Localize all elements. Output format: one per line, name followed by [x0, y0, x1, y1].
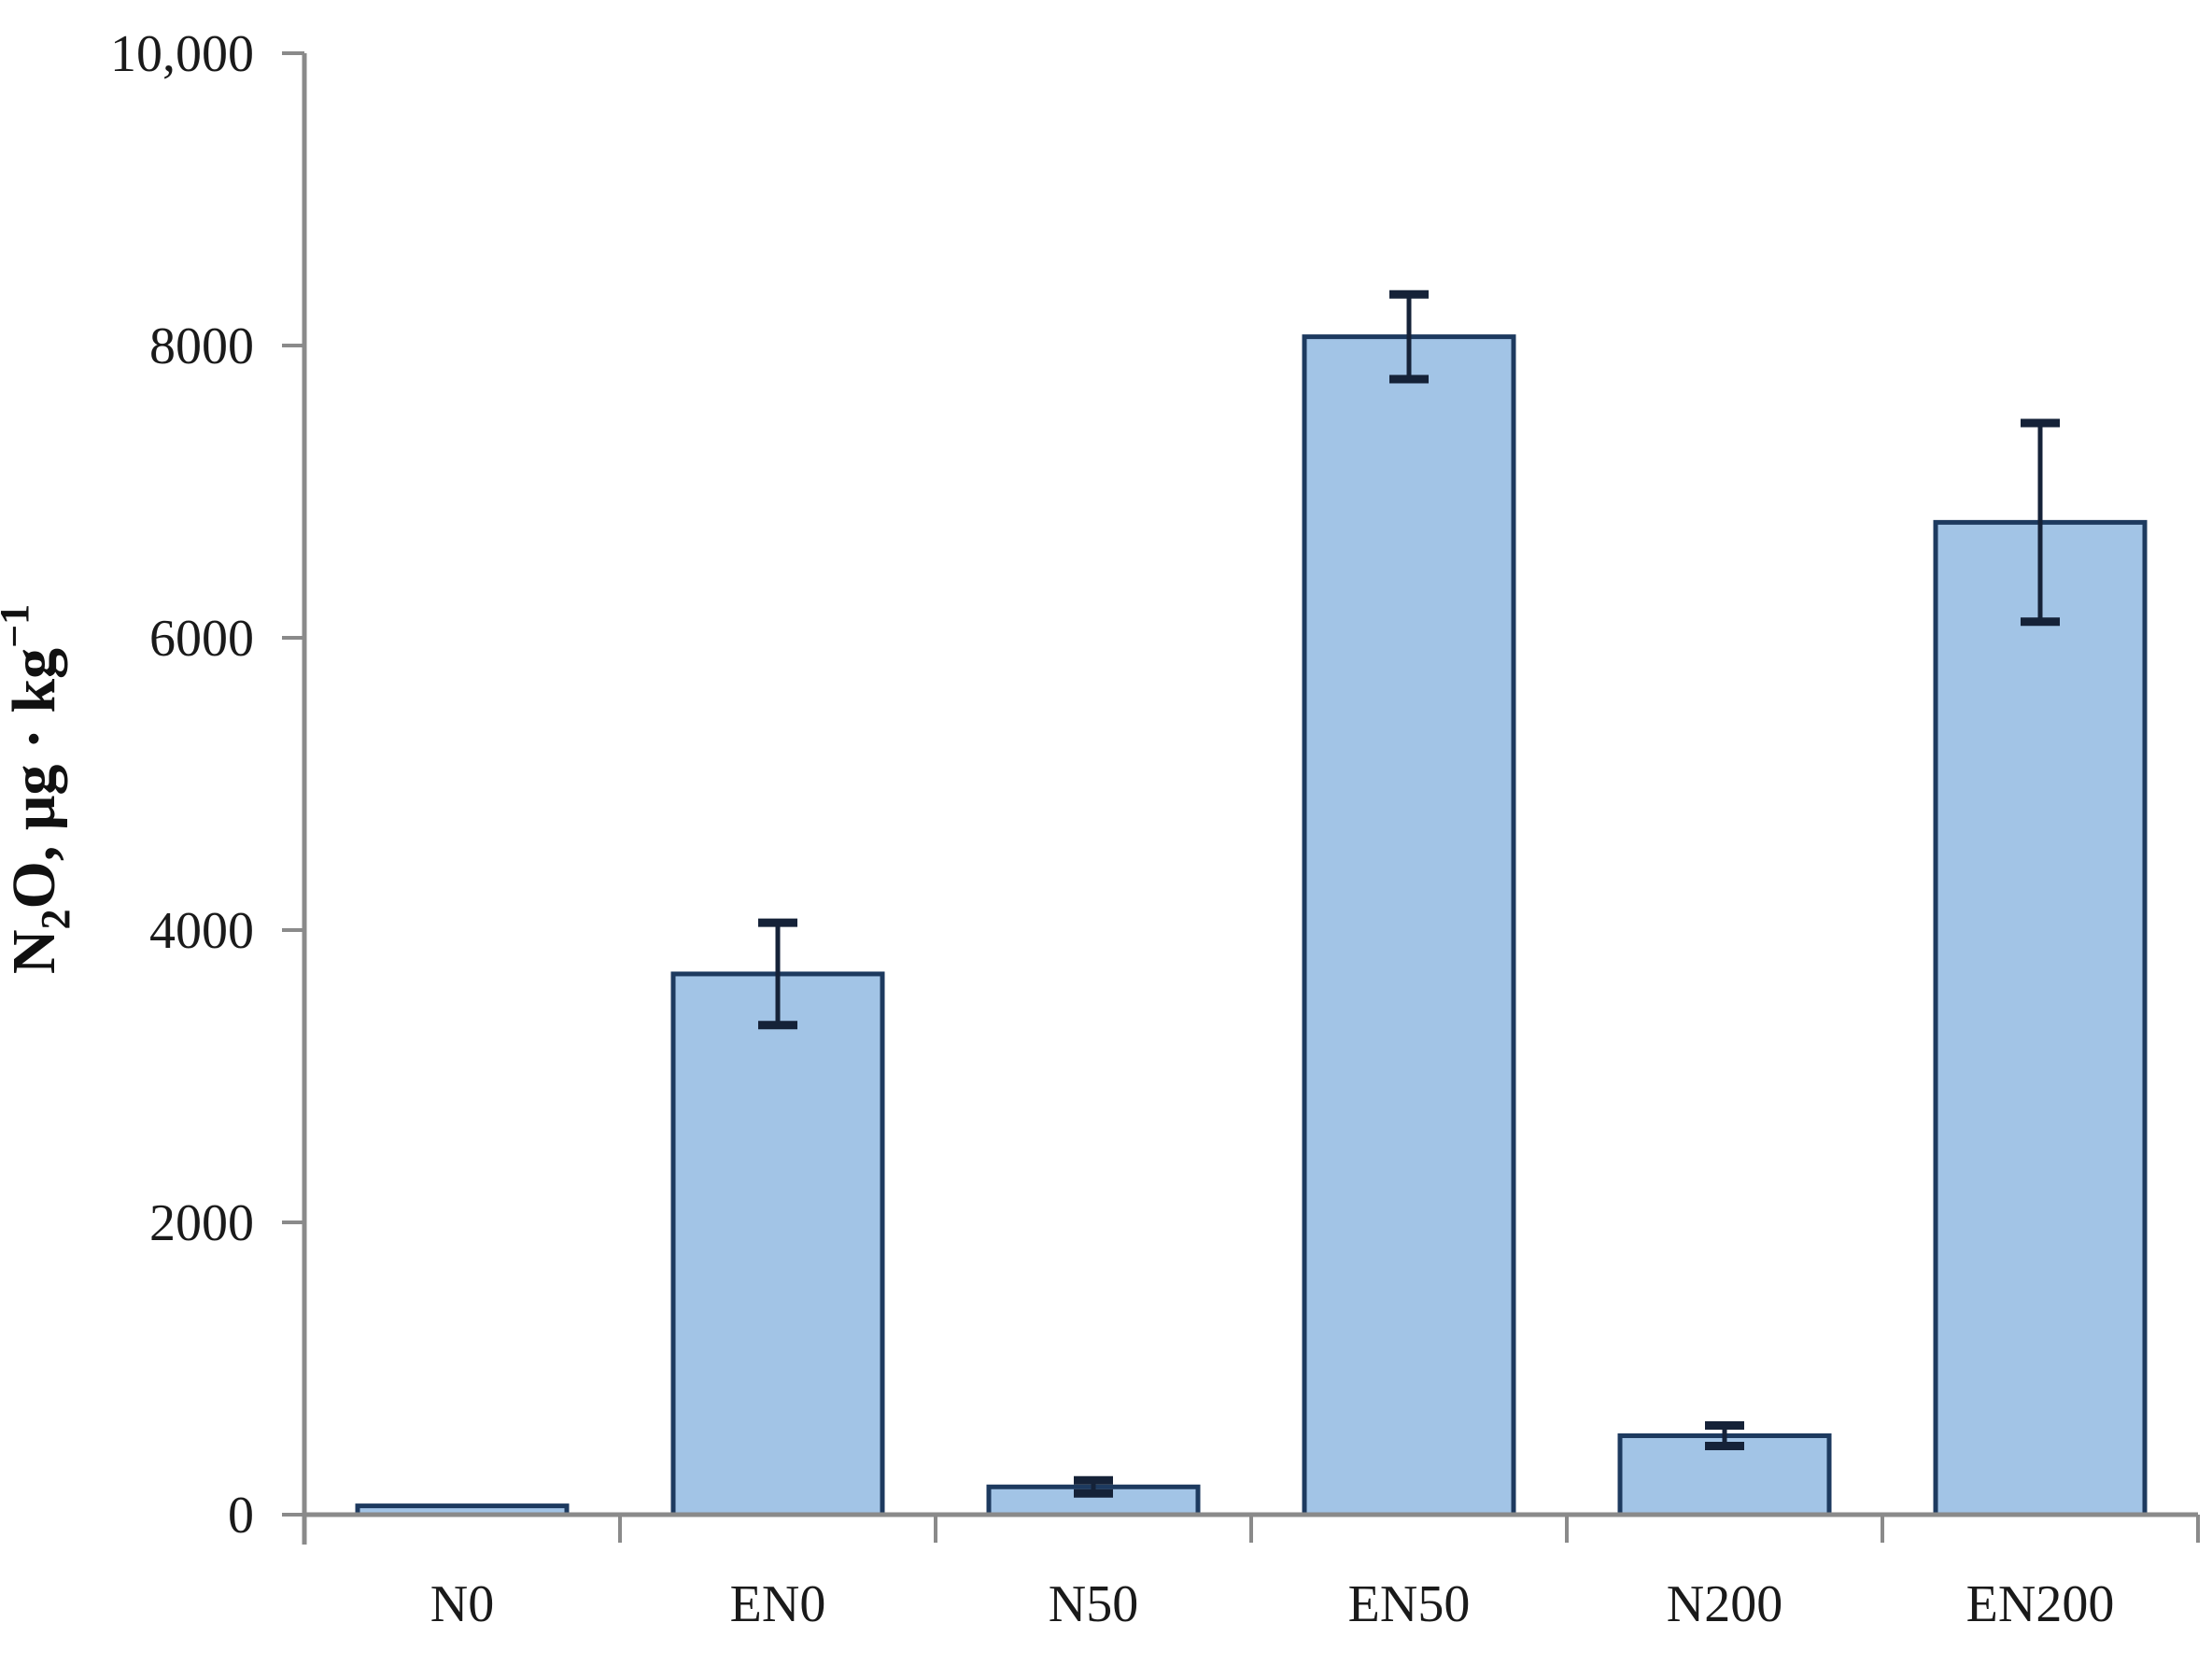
y-axis-title: N2O, μg · kg−1 [0, 604, 78, 974]
y-tick-label: 4000 [149, 902, 254, 960]
bar-EN0 [670, 971, 885, 1517]
y-axis-title-segment: N [0, 929, 68, 974]
y-axis-title-segment: O, μg · kg [0, 648, 68, 909]
y-tick-label: 6000 [149, 610, 254, 668]
y-tick-label: 0 [228, 1487, 254, 1545]
y-tick-label: 8000 [149, 317, 254, 375]
y-tick-label: 2000 [149, 1194, 254, 1252]
x-category-label: N50 [1049, 1575, 1138, 1633]
x-category-label: N0 [430, 1575, 494, 1633]
x-category-label: EN200 [1966, 1575, 2115, 1633]
x-category-label: EN50 [1348, 1575, 1471, 1633]
bar-EN50 [1302, 334, 1516, 1517]
x-category-label: N200 [1667, 1575, 1782, 1633]
x-category-label: EN0 [730, 1575, 826, 1633]
y-tick-label: 10,000 [110, 25, 254, 83]
bar-EN200 [1933, 519, 2148, 1517]
y-axis-title-segment: −1 [0, 604, 37, 648]
y-axis-title-segment: 2 [33, 909, 78, 929]
